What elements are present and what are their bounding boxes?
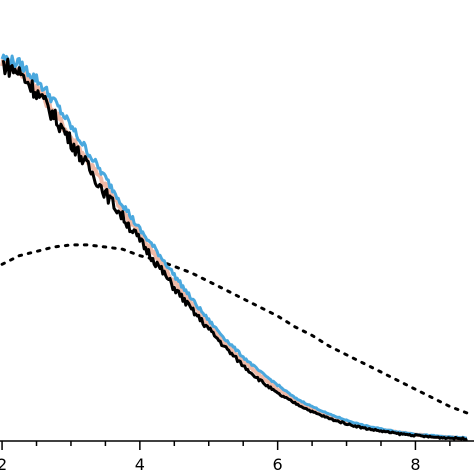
- series-line-1: [0, 243, 469, 415]
- x-tick-label: 4: [135, 455, 145, 474]
- series-line-4: [1, 57, 468, 442]
- series-line-3: [0, 53, 468, 440]
- series-layer: [0, 53, 469, 442]
- x-tick-label-layer: 2 4 6 8: [0, 455, 421, 474]
- x-tick-label: 8: [410, 455, 420, 474]
- x-tick-label: 2: [0, 455, 7, 474]
- x-tick-layer: [1, 441, 451, 450]
- x-tick-label: 6: [273, 455, 283, 474]
